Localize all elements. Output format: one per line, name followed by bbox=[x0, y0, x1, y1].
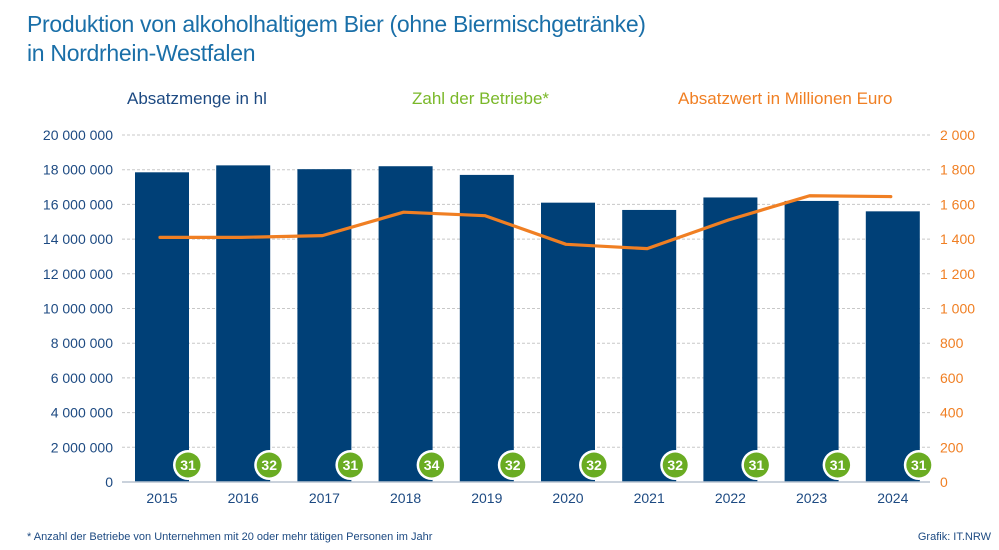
right-tick-label: 0 bbox=[940, 474, 948, 490]
right-tick-label: 600 bbox=[940, 370, 964, 386]
x-tick-label: 2016 bbox=[228, 490, 259, 506]
badge-circle bbox=[581, 452, 607, 478]
badge-circle bbox=[337, 452, 363, 478]
left-tick-label: 20 000 000 bbox=[43, 127, 113, 143]
left-tick-label: 4 000 000 bbox=[51, 405, 113, 421]
x-tick-label: 2020 bbox=[552, 490, 583, 506]
right-tick-label: 200 bbox=[940, 439, 964, 455]
right-tick-label: 1 200 bbox=[940, 266, 975, 282]
x-tick-label: 2017 bbox=[309, 490, 340, 506]
badge-value: 31 bbox=[749, 457, 765, 473]
left-tick-label: 6 000 000 bbox=[51, 370, 113, 386]
establishment-badge: 32 bbox=[660, 450, 691, 480]
bar bbox=[703, 197, 758, 482]
badge-circle bbox=[906, 452, 932, 478]
establishment-badge: 32 bbox=[254, 450, 285, 480]
badge-circle bbox=[175, 452, 201, 478]
right-tick-label: 1 800 bbox=[940, 162, 975, 178]
badge-value: 31 bbox=[180, 457, 196, 473]
badge-value: 32 bbox=[586, 457, 602, 473]
right-axis-ticks: 0 200 400 600 800 1 000 1 200 1 400 1 600 1 800 2 … bbox=[940, 127, 975, 490]
bar bbox=[865, 211, 920, 482]
establishment-badge: 32 bbox=[579, 450, 609, 480]
establishment-badge: 31 bbox=[335, 450, 366, 480]
badge-series: 31 32 31 34 32 32 32 31 31 31 bbox=[173, 450, 934, 480]
bar bbox=[622, 209, 677, 482]
chart-title-line-2: in Nordrhein-Westfalen bbox=[27, 40, 256, 66]
badge-value: 32 bbox=[505, 457, 521, 473]
bar bbox=[216, 165, 271, 483]
chart-title: Produktion von alkoholhaltigem Bier (ohn… bbox=[27, 10, 646, 68]
x-tick-label: 2022 bbox=[715, 490, 746, 506]
left-tick-label: 8 000 000 bbox=[51, 335, 113, 351]
credit: Grafik: IT.NRW bbox=[917, 531, 991, 543]
x-tick-label: 2024 bbox=[877, 490, 908, 506]
bar bbox=[784, 200, 839, 482]
left-tick-label: 14 000 000 bbox=[43, 231, 113, 247]
left-tick-label: 12 000 000 bbox=[43, 266, 113, 282]
bar bbox=[378, 166, 433, 483]
bar bbox=[297, 169, 352, 482]
x-tick-label: 2015 bbox=[146, 490, 177, 506]
badge-value: 32 bbox=[261, 457, 277, 473]
establishment-badge: 31 bbox=[903, 450, 934, 480]
badge-value: 32 bbox=[667, 457, 683, 473]
badge-value: 31 bbox=[343, 457, 359, 473]
bar bbox=[135, 172, 189, 483]
footnote: * Anzahl der Betriebe von Unternehmen mi… bbox=[27, 531, 433, 543]
right-tick-label: 800 bbox=[940, 335, 964, 351]
left-tick-label: 10 000 000 bbox=[43, 301, 113, 317]
badge-circle bbox=[743, 452, 769, 478]
legend-sales-value: Absatzwert in Millionen Euro bbox=[678, 89, 893, 108]
bar bbox=[541, 202, 595, 483]
badge-circle bbox=[825, 452, 851, 478]
bar bbox=[459, 174, 514, 482]
chart-title-line-1: Produktion von alkoholhaltigem Bier (ohn… bbox=[27, 11, 646, 37]
badge-value: 31 bbox=[830, 457, 846, 473]
left-tick-label: 0 bbox=[105, 474, 113, 490]
sales-value-line bbox=[158, 194, 893, 251]
line-series bbox=[158, 194, 893, 251]
legend-establishments: Zahl der Betriebe* bbox=[412, 89, 550, 108]
x-tick-label: 2021 bbox=[634, 490, 665, 506]
right-tick-label: 400 bbox=[940, 405, 964, 421]
left-axis-ticks: 0 2 000 000 4 000 000 6 000 000 8 000 000 10 … bbox=[43, 127, 113, 490]
x-axis-labels: 2015 2016 2017 2018 2019 2020 2021 2022 2023 2024 bbox=[146, 490, 908, 506]
right-tick-label: 1 000 bbox=[940, 301, 975, 317]
badge-circle bbox=[662, 452, 688, 478]
establishment-badge: 31 bbox=[173, 450, 203, 480]
bar-series bbox=[135, 165, 920, 483]
establishment-badge: 34 bbox=[416, 450, 447, 480]
badge-circle bbox=[500, 452, 526, 478]
left-tick-label: 16 000 000 bbox=[43, 196, 113, 212]
right-tick-label: 2 000 bbox=[940, 127, 975, 143]
right-tick-label: 1 400 bbox=[940, 231, 975, 247]
establishment-badge: 32 bbox=[497, 450, 528, 480]
right-tick-label: 1 600 bbox=[940, 196, 975, 212]
badge-value: 31 bbox=[911, 457, 927, 473]
left-tick-label: 18 000 000 bbox=[43, 162, 113, 178]
establishment-badge: 31 bbox=[741, 450, 772, 480]
left-tick-label: 2 000 000 bbox=[51, 439, 113, 455]
x-tick-label: 2023 bbox=[796, 490, 827, 506]
legend-bars: Absatzmenge in hl bbox=[127, 89, 267, 108]
badge-circle bbox=[256, 452, 282, 478]
badge-value: 34 bbox=[424, 457, 440, 473]
x-tick-label: 2019 bbox=[471, 490, 502, 506]
establishment-badge: 31 bbox=[822, 450, 853, 480]
x-tick-label: 2018 bbox=[390, 490, 421, 506]
badge-circle bbox=[419, 452, 445, 478]
